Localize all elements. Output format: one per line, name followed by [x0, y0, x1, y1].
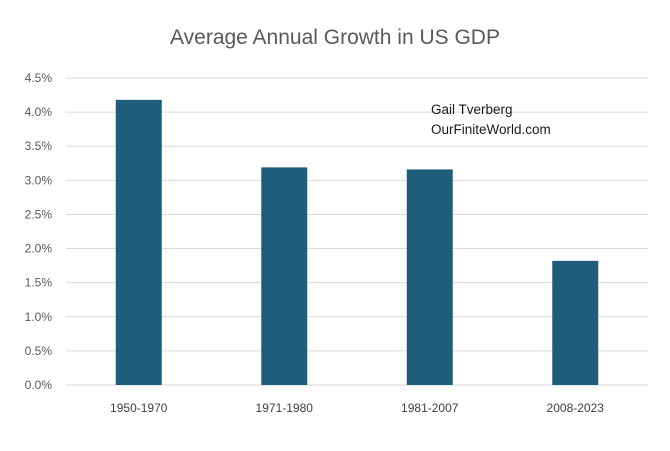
x-tick-label: 1971-1980 — [256, 401, 314, 415]
x-tick-label: 2008-2023 — [547, 401, 605, 415]
bar-chart-plot: 0.0% 0.5% 1.0% 1.5% 2.0% 2.5% 3.0% 3.5% 4.0% 4.5%… — [25, 71, 648, 415]
y-tick-label: 1.5% — [25, 276, 53, 290]
y-tick-label: 0.5% — [25, 344, 53, 358]
x-tick-label: 1981-2007 — [401, 401, 459, 415]
website-label: OurFiniteWorld.com — [431, 122, 551, 137]
y-tick-label: 0.0% — [25, 378, 53, 392]
x-tick-label: 1950-1970 — [110, 401, 168, 415]
bar — [552, 260, 599, 385]
y-tick-label: 4.0% — [25, 105, 53, 119]
bar — [406, 169, 453, 385]
y-tick-label: 4.5% — [25, 71, 53, 85]
attribution-annotation: Gail Tverberg OurFiniteWorld.com — [431, 100, 551, 140]
author-label: Gail Tverberg — [431, 102, 513, 117]
bar — [261, 167, 308, 385]
chart-frame: Average Annual Growth in US GDP 0.0% 0.5%… — [24, 26, 648, 415]
chart-title: Average Annual Growth in US GDP — [170, 26, 500, 49]
bar — [115, 99, 162, 385]
y-tick-label: 2.0% — [25, 242, 53, 256]
y-tick-label: 3.5% — [25, 139, 53, 153]
y-tick-label: 3.0% — [25, 173, 53, 187]
y-tick-label: 1.0% — [25, 310, 53, 324]
y-tick-label: 2.5% — [25, 207, 53, 221]
